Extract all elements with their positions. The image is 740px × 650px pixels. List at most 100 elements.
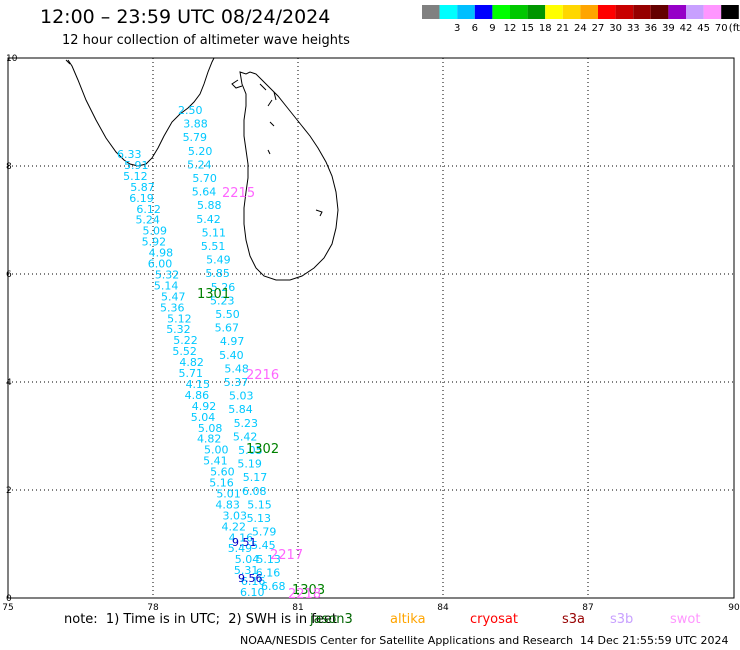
wave-height-label: 2.50	[178, 104, 203, 117]
wave-height-label: 5.41	[203, 455, 228, 468]
wave-height-label: 6.00	[148, 258, 173, 271]
legend-label: 3	[454, 23, 460, 34]
wave-height-label: 5.70	[192, 172, 217, 185]
track-highlight-values: 9.51 9.56	[232, 536, 263, 585]
wave-height-label: 5.04	[191, 411, 216, 424]
satellite-altika: altika	[390, 612, 426, 627]
legend-label: 33	[627, 23, 640, 34]
wave-height-label: 5.04	[235, 553, 260, 566]
wave-height-label: 5.88	[197, 199, 222, 212]
wave-height-label: 6.19	[129, 192, 154, 205]
x-tick-label: 90	[728, 603, 740, 613]
x-tick-label: 87	[582, 603, 593, 613]
wave-height-label: 5.31	[234, 564, 259, 577]
pass-time-label: 2218	[288, 587, 321, 602]
legend-swatch	[422, 5, 440, 19]
y-tick-label: 6	[6, 270, 12, 280]
wave-height-label: 5.79	[252, 526, 277, 539]
satellite-jason3: jason3	[310, 612, 353, 627]
legend-swatch	[686, 5, 704, 19]
x-tick-label: 78	[147, 603, 159, 613]
wave-height-label: 5.42	[233, 430, 258, 443]
wave-height-label: 5.87	[130, 181, 155, 194]
map-title: 12:00 – 23:59 UTC 08/24/2024	[40, 6, 331, 28]
wave-height-label: 5.79	[183, 131, 208, 144]
jaffna-peninsula	[231, 79, 277, 107]
satellite-s3a: s3a	[562, 612, 586, 627]
legend-label: 9	[489, 23, 495, 34]
pass-time-label: 1302	[246, 442, 279, 457]
wave-height-label: 5.11	[202, 226, 227, 239]
wave-height-label: 5.01	[216, 487, 241, 500]
legend-swatch	[650, 5, 669, 19]
wave-height-label: 5.64	[192, 186, 217, 199]
wave-height-label: 6.12	[136, 203, 161, 216]
timestamp-text: 14 Dec 21:55:59 UTC 2024	[580, 634, 729, 647]
legend-swatch	[633, 5, 651, 19]
wave-height-label: 6.16	[241, 575, 265, 588]
pass-time-label: 2216	[246, 368, 279, 383]
legend-label: 45	[697, 23, 710, 34]
wave-height-label: 4.16	[229, 531, 254, 544]
wave-height-label: 5.32	[155, 268, 180, 281]
wave-height-label: 5.91	[124, 159, 149, 172]
map-frame	[7, 57, 735, 599]
legend-label: 30	[609, 23, 622, 34]
legend-swatch	[510, 5, 528, 19]
x-tick-label: 81	[292, 603, 303, 613]
footer-note: note: 1) Time is in UTC; 2) SWH is in fe…	[64, 612, 337, 627]
wave-height-label: 4.92	[192, 400, 217, 413]
legend-swatch	[457, 5, 475, 19]
wave-height-label: 3.88	[183, 118, 208, 131]
legend-label: 12	[504, 23, 517, 34]
satellite-swot: swot	[670, 612, 701, 627]
legend-swatch	[598, 5, 616, 19]
wave-height-label: 5.49	[206, 254, 231, 267]
wave-height-label: 5.22	[173, 334, 198, 347]
pass-time-label: 1303	[292, 583, 325, 598]
wave-height-label: 5.09	[143, 225, 168, 238]
legend-swatch	[562, 5, 581, 19]
legend-swatch	[580, 5, 598, 19]
wave-height-label: 5.13	[247, 512, 271, 525]
legend-swatch	[615, 5, 634, 19]
wave-height-label: 5.23	[234, 417, 258, 430]
satellite-cryosat: cryosat	[470, 612, 518, 627]
wave-height-label: 5.24	[135, 214, 160, 227]
wave-height-label: 6.68	[261, 580, 286, 593]
altimeter-track-east: 2.503.885.795.205.245.705.645.885.425.11…	[178, 104, 286, 593]
wave-height-label: 5.15	[247, 498, 271, 511]
wave-height-highlight: 9.51	[232, 536, 257, 549]
wave-height-label: 5.17	[243, 471, 268, 484]
wave-height-label: 5.32	[166, 323, 191, 336]
wave-height-label: 3.03	[222, 509, 247, 522]
wave-height-label: 5.84	[228, 403, 253, 416]
legend-swatch	[492, 5, 510, 19]
sri-lanka-coastline	[239, 71, 339, 281]
india-coastline-west-edge	[65, 59, 71, 65]
pass-time-label: 2215	[222, 186, 255, 201]
wave-height-label: 4.82	[179, 356, 204, 369]
legend-swatch	[527, 5, 546, 19]
legend-swatch	[439, 5, 458, 19]
wave-height-label: 5.16	[209, 477, 234, 490]
legend-label: 6	[472, 23, 478, 34]
y-tick-label: 10	[6, 54, 18, 64]
pass-time-label: 1301	[197, 287, 230, 302]
legend-label: 18	[539, 23, 552, 34]
wave-height-label: 5.14	[154, 279, 179, 292]
wave-height-label: 5.48	[224, 362, 249, 375]
wave-height-label: 4.97	[220, 335, 245, 348]
wave-height-label: 5.45	[251, 539, 276, 552]
wave-height-label: 4.83	[215, 498, 240, 511]
altimeter-track-west: 6.335.915.125.876.196.125.245.095.924.98…	[117, 148, 265, 599]
y-tick-label: 8	[6, 162, 12, 172]
legend-label: 21	[556, 23, 569, 34]
wave-height-label: 5.05	[238, 444, 263, 457]
island-fragments	[267, 121, 323, 217]
wave-height-label: 5.19	[237, 458, 262, 471]
y-tick-label: 4	[6, 378, 12, 388]
legend-label: 36	[644, 23, 657, 34]
